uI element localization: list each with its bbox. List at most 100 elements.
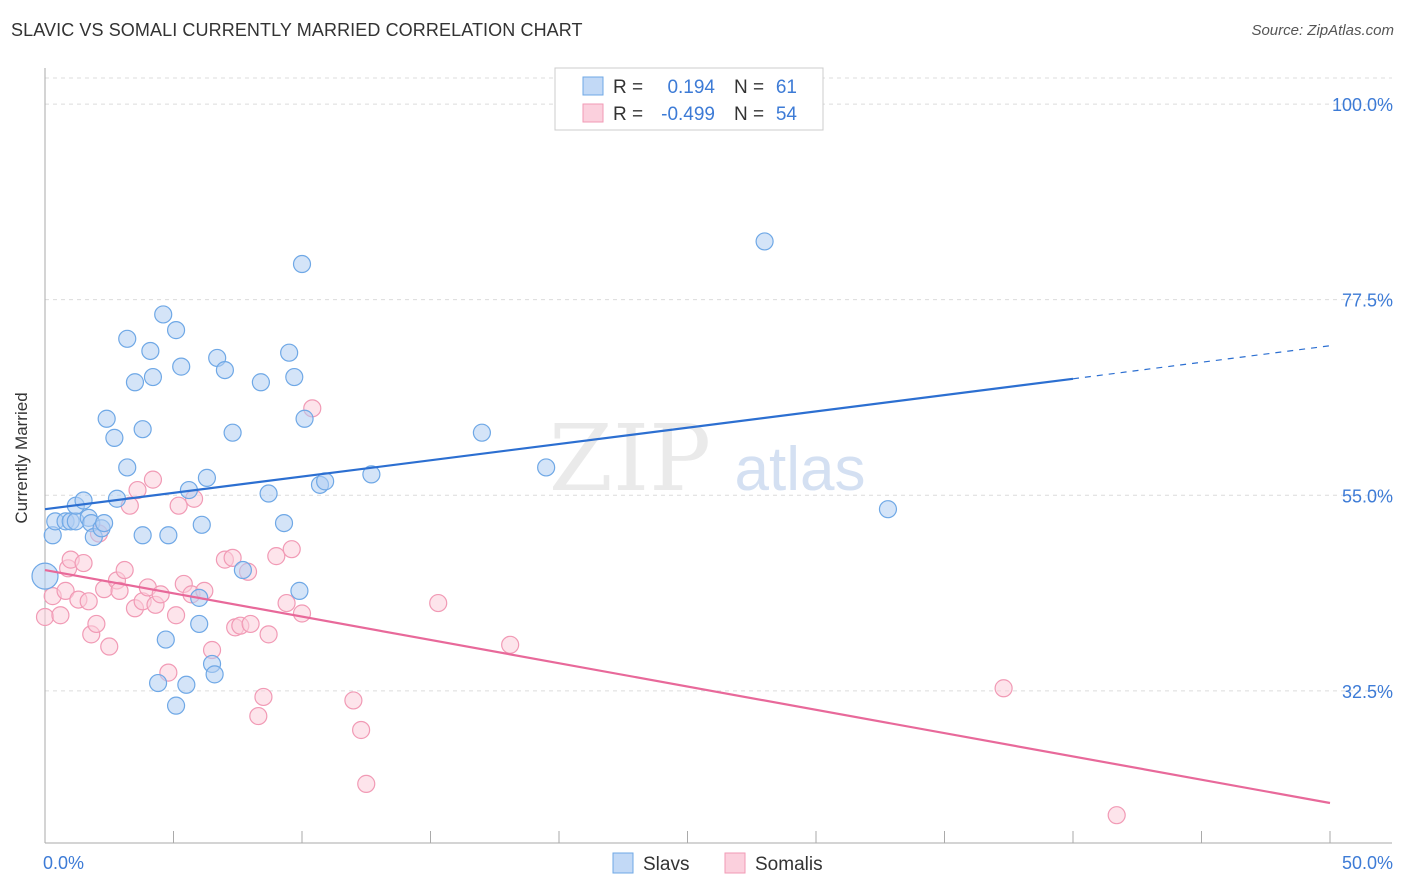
somalis-point <box>74 553 93 573</box>
gridlines <box>45 77 1392 692</box>
slavs-point <box>233 560 252 580</box>
legend-n-value-somalis: 54 <box>776 104 798 125</box>
somalis-point <box>143 470 163 489</box>
slavs-point <box>166 321 186 340</box>
slavs-point <box>537 458 556 477</box>
somalis-point <box>249 706 268 726</box>
somalis-point <box>51 606 70 625</box>
slavs-points <box>31 232 898 715</box>
slavs-point <box>472 423 491 442</box>
legend-r-label-somalis: R = <box>613 104 643 125</box>
slavs-point <box>31 562 59 590</box>
source-label: Source: ZipAtlas.com <box>1251 22 1394 39</box>
slavs-point <box>190 614 209 634</box>
slavs-point <box>285 367 304 387</box>
slavs-point <box>192 515 211 534</box>
stats-legend: R = 0.194 N = 61 R = -0.499 N = 54 <box>554 67 824 131</box>
slavs-point <box>362 465 381 484</box>
watermark-zip: ZIP <box>549 405 711 512</box>
legend-n-label-slavs: N = <box>734 77 764 98</box>
slavs-point <box>290 581 309 600</box>
legend-r-value-slavs: 0.194 <box>667 77 715 98</box>
somalis-point <box>166 606 186 625</box>
slavs-point <box>141 341 160 361</box>
somalis-point <box>241 614 260 634</box>
somalis-point <box>169 496 188 515</box>
slavs-point <box>118 458 137 477</box>
y-tick-label: 77.5% <box>1342 291 1393 311</box>
slavs-point <box>177 675 196 694</box>
somalis-point <box>352 720 371 740</box>
slavs-point <box>148 673 168 693</box>
slavs-point <box>292 254 312 274</box>
somalis-point <box>100 637 119 656</box>
somalis-point <box>115 560 134 580</box>
somalis-point <box>79 592 98 611</box>
legend-r-label-slavs: R = <box>613 77 643 98</box>
y-tick-label: 100.0% <box>1332 95 1393 115</box>
slavs-point <box>251 373 270 392</box>
slavs-point <box>295 409 314 428</box>
legend-swatch-slavs <box>582 76 604 96</box>
y-tick-label: 55.0% <box>1342 486 1393 506</box>
slavs-point <box>133 526 152 545</box>
slavs-point <box>95 513 114 533</box>
slavs-point <box>154 305 173 324</box>
slavs-point <box>274 513 294 533</box>
slavs-point <box>878 500 898 519</box>
legend-n-label-somalis: N = <box>734 104 764 125</box>
somalis-point <box>292 604 312 623</box>
somalis-point <box>429 593 448 613</box>
slavs-point <box>223 423 242 442</box>
legend-swatch-somalis <box>582 103 604 123</box>
legend-r-value-somalis: -0.499 <box>661 104 715 125</box>
slavs-point <box>125 373 145 392</box>
axes <box>44 68 1392 844</box>
somalis-point <box>151 585 170 604</box>
somalis-point <box>110 581 129 600</box>
somalis-point <box>128 480 147 500</box>
slavs-point <box>74 491 93 510</box>
y-axis-label: Currently Married <box>12 392 31 523</box>
y-tick-label: 32.5% <box>1342 682 1393 702</box>
slavs-trend-line <box>44 377 1074 511</box>
somalis-point <box>259 625 278 644</box>
somalis-point <box>344 691 363 710</box>
bottom-legend: Slavs Somalis <box>612 852 823 875</box>
slavs-trend-extension <box>1072 345 1331 380</box>
bottom-legend-swatch-slavs <box>612 852 634 874</box>
somalis-point <box>357 774 376 793</box>
slavs-point <box>259 484 278 503</box>
slavs-point <box>215 360 234 380</box>
somalis-point <box>1107 806 1126 825</box>
slavs-point <box>172 357 191 376</box>
x-tick-label: 0.0% <box>43 853 84 873</box>
slavs-point <box>118 329 137 348</box>
legend-n-value-slavs: 61 <box>776 77 797 98</box>
slavs-point <box>97 409 116 428</box>
somalis-point <box>56 581 75 600</box>
slavs-point <box>166 696 186 715</box>
somalis-point <box>267 547 286 566</box>
watermark-atlas: atlas <box>735 435 866 504</box>
chart-title: SLAVIC VS SOMALI CURRENTLY MARRIED CORRE… <box>11 20 583 40</box>
slavs-point <box>755 232 774 251</box>
somalis-point <box>277 593 296 613</box>
somalis-point <box>223 548 242 567</box>
slavs-point <box>205 665 224 684</box>
x-tick-label: 50.0% <box>1342 853 1393 873</box>
bottom-legend-swatch-somalis <box>724 852 746 874</box>
tick-labels: 32.5% 55.0% 77.5% 100.0% 0.0% 50.0% <box>43 95 1393 873</box>
slavs-point <box>156 630 175 649</box>
somalis-point <box>87 614 106 634</box>
slavs-point <box>280 343 299 362</box>
somalis-point <box>994 679 1013 698</box>
trend-lines <box>44 345 1331 805</box>
somalis-point <box>282 540 301 559</box>
somalis-point <box>501 635 520 654</box>
bottom-legend-label-slavs: Slavs <box>643 854 689 875</box>
slavs-point <box>105 428 124 447</box>
slavs-point <box>159 526 178 545</box>
slavs-point <box>143 367 163 387</box>
